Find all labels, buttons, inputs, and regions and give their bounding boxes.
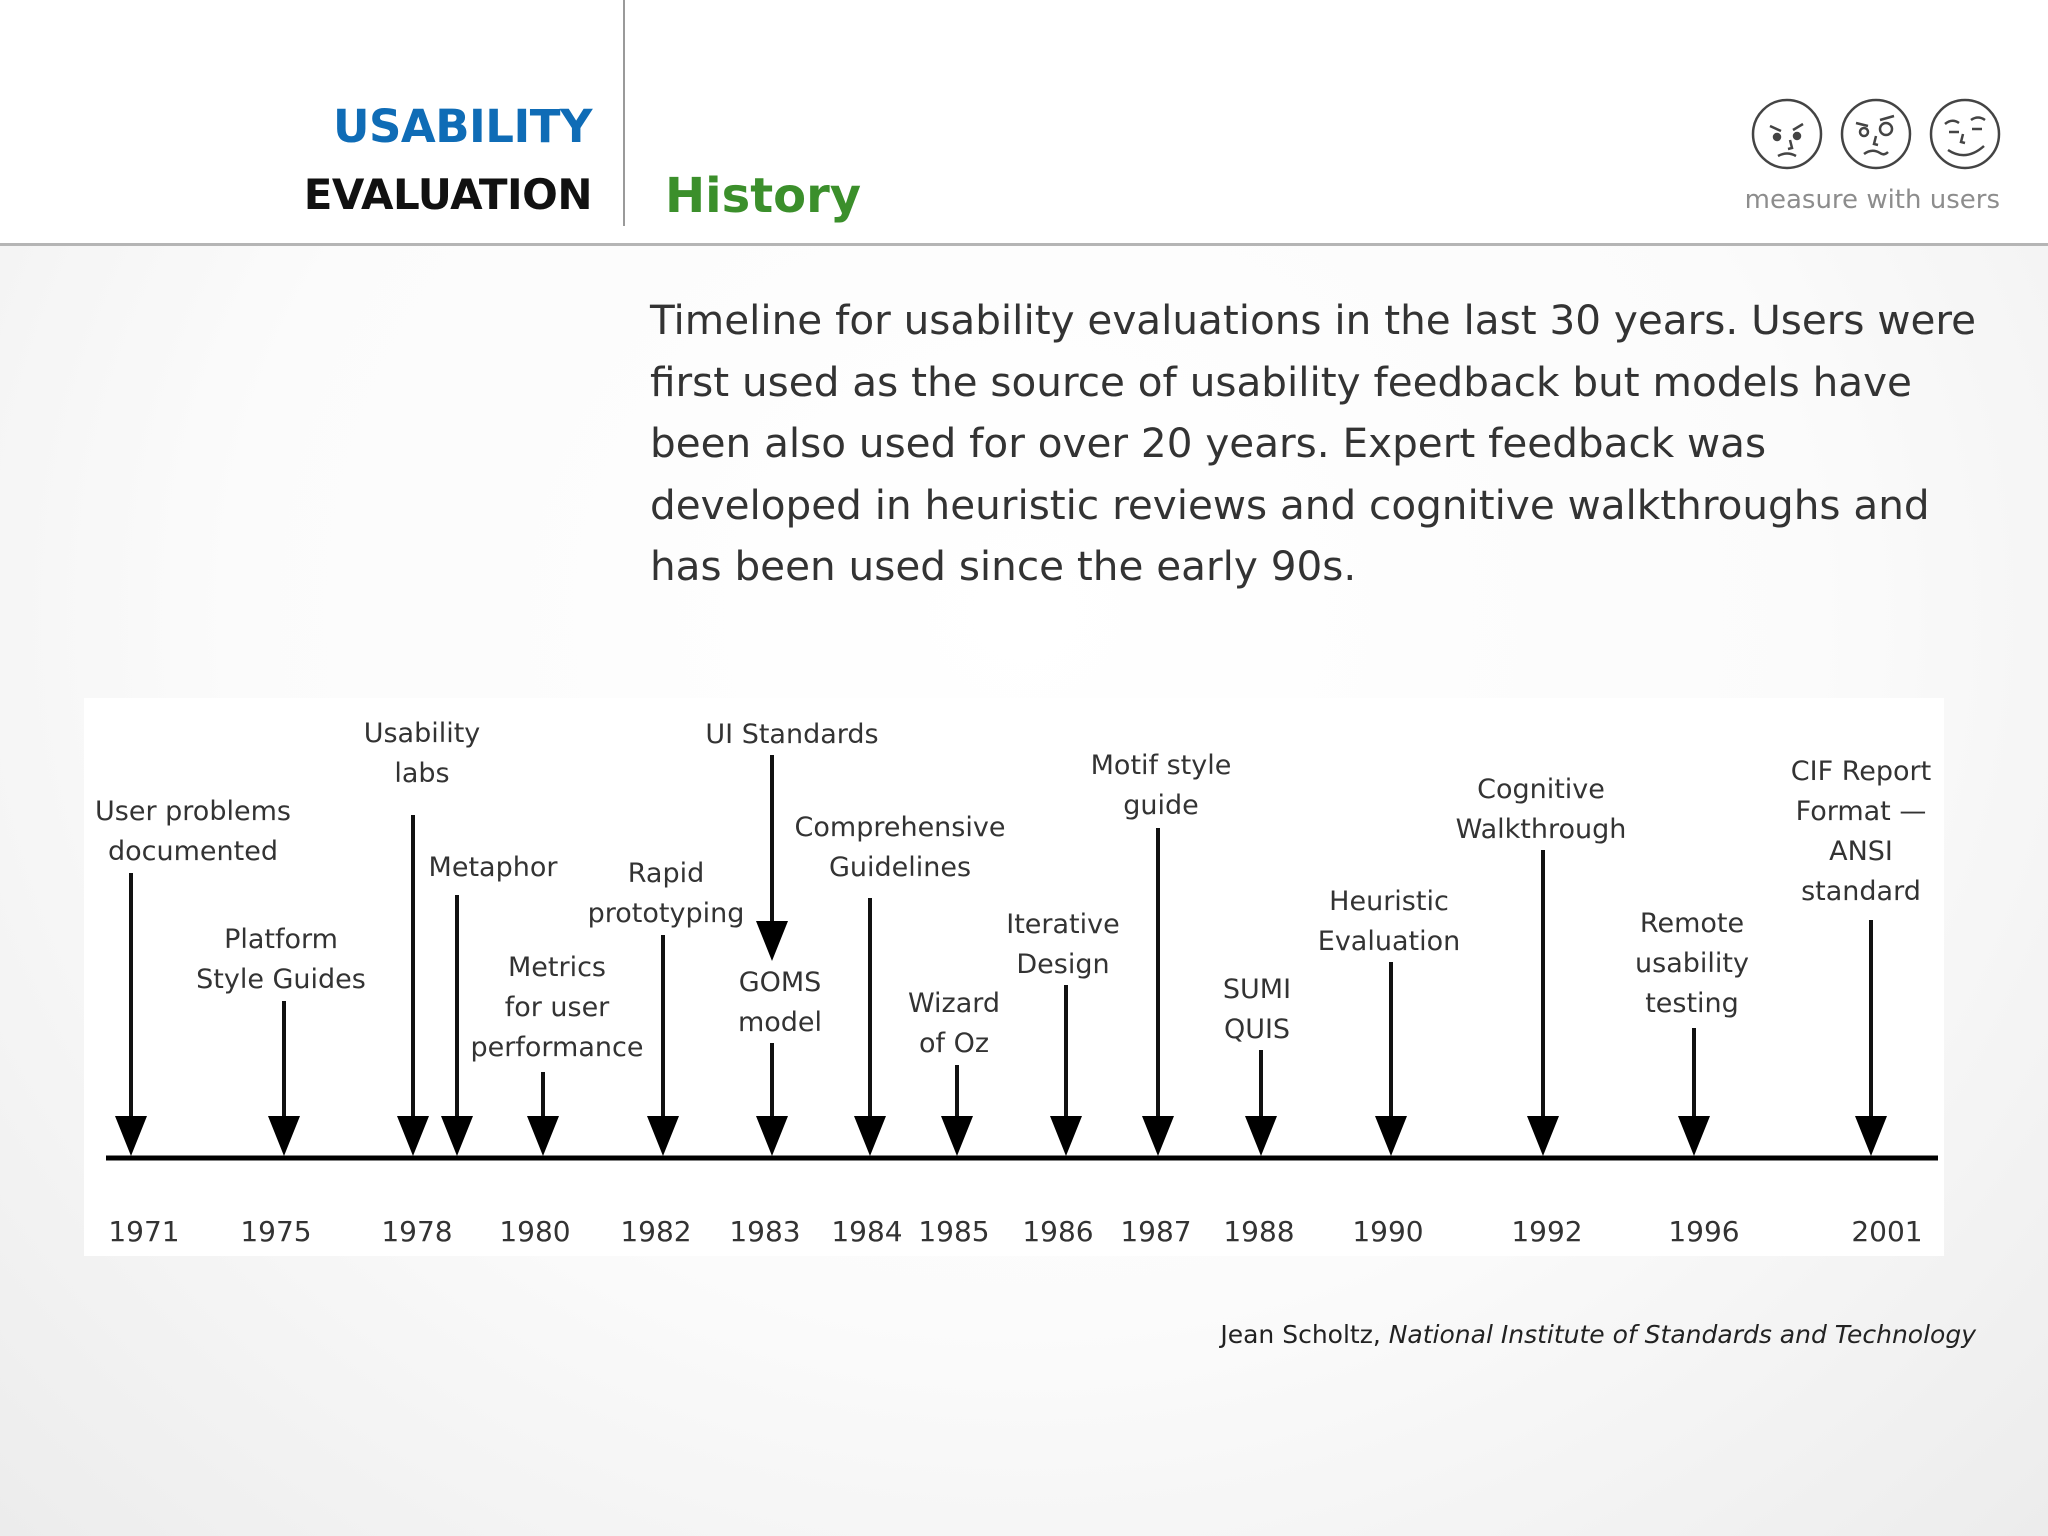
source-credit: Jean Scholtz, National Institute of Stan… [1220, 1320, 1976, 1349]
event-arrow-head [941, 1116, 973, 1156]
year-label: 1975 [240, 1215, 311, 1248]
event-arrow-head [1245, 1116, 1277, 1156]
faces-logo [1751, 98, 2001, 170]
event-label: Platform Style Guides [196, 924, 366, 995]
event-label: Heuristic Evaluation [1318, 886, 1460, 957]
year-label: 1980 [499, 1215, 570, 1248]
event-label: Metaphor [429, 852, 559, 883]
year-label: 1986 [1022, 1215, 1093, 1248]
brand-usability: USABILITY [332, 100, 593, 153]
event-label: CIF Report Format — ANSI standard [1791, 756, 1931, 907]
event-label: Metrics for user performance [471, 952, 644, 1063]
event-arrow-head [527, 1116, 559, 1156]
header-divider [623, 0, 625, 226]
year-label: 1982 [620, 1215, 691, 1248]
year-label: 1971 [108, 1215, 179, 1248]
event-arrow-head [397, 1116, 429, 1156]
event-arrow-head [854, 1116, 886, 1156]
event-label: SUMI QUIS [1223, 974, 1291, 1045]
year-label: 1987 [1120, 1215, 1191, 1248]
section-title: History [665, 168, 862, 224]
event-arrow-head [441, 1116, 473, 1156]
event-label: UI Standards [705, 719, 878, 750]
event-arrow-head [1678, 1116, 1710, 1156]
event-arrow-head [1050, 1116, 1082, 1156]
event-arrow-head [115, 1116, 147, 1156]
tagline: measure with users [1744, 185, 2000, 215]
event-arrow-head [647, 1116, 679, 1156]
credit-author: Jean Scholtz, [1220, 1320, 1381, 1349]
event-arrow-head [756, 1116, 788, 1156]
event-label: Iterative Design [1006, 909, 1119, 980]
event-arrow-head [268, 1116, 300, 1156]
year-label: 1992 [1511, 1215, 1582, 1248]
event-arrow-head [1142, 1116, 1174, 1156]
event-label: Remote usability testing [1635, 908, 1749, 1019]
timeline-svg: 1971 1975 1978 1980 1982 1983 1984 1985 1986 1987… [95, 718, 1938, 1248]
credit-organization: National Institute of Standards and Tech… [1388, 1320, 1976, 1349]
timeline-diagram: 1971 1975 1978 1980 1982 1983 1984 1985 1986 1987… [84, 698, 1944, 1256]
year-label: 1988 [1223, 1215, 1294, 1248]
event-arrow-head [1527, 1116, 1559, 1156]
event-label: Cognitive Walkthrough [1456, 774, 1627, 845]
year-label: 2001 [1851, 1215, 1922, 1248]
sad-face-icon [1751, 98, 1823, 170]
year-label: 1984 [831, 1215, 902, 1248]
event-label: Rapid prototyping [588, 858, 745, 929]
event-arrow-head [1855, 1116, 1887, 1156]
event-label: Comprehensive Guidelines [795, 812, 1006, 883]
slide-header: USABILITY EVALUATION History measure wit… [0, 0, 2048, 246]
year-label: 1990 [1352, 1215, 1423, 1248]
event-label: GOMS model [738, 967, 822, 1038]
brand-evaluation: EVALUATION [303, 170, 593, 219]
confused-face-icon [1840, 98, 1912, 170]
event-arrow-head [1375, 1116, 1407, 1156]
event-label: Motif style guide [1091, 750, 1232, 821]
event-arrow-head [756, 921, 788, 961]
event-label: Usability labs [364, 718, 481, 789]
event-label: User problems documented [95, 796, 291, 867]
year-label: 1985 [918, 1215, 989, 1248]
year-label: 1978 [381, 1215, 452, 1248]
intro-paragraph: Timeline for usability evaluations in th… [650, 296, 1977, 590]
event-label: Wizard of Oz [908, 988, 1000, 1059]
happy-face-icon [1929, 98, 2001, 170]
year-label: 1983 [729, 1215, 800, 1248]
year-label: 1996 [1668, 1215, 1739, 1248]
